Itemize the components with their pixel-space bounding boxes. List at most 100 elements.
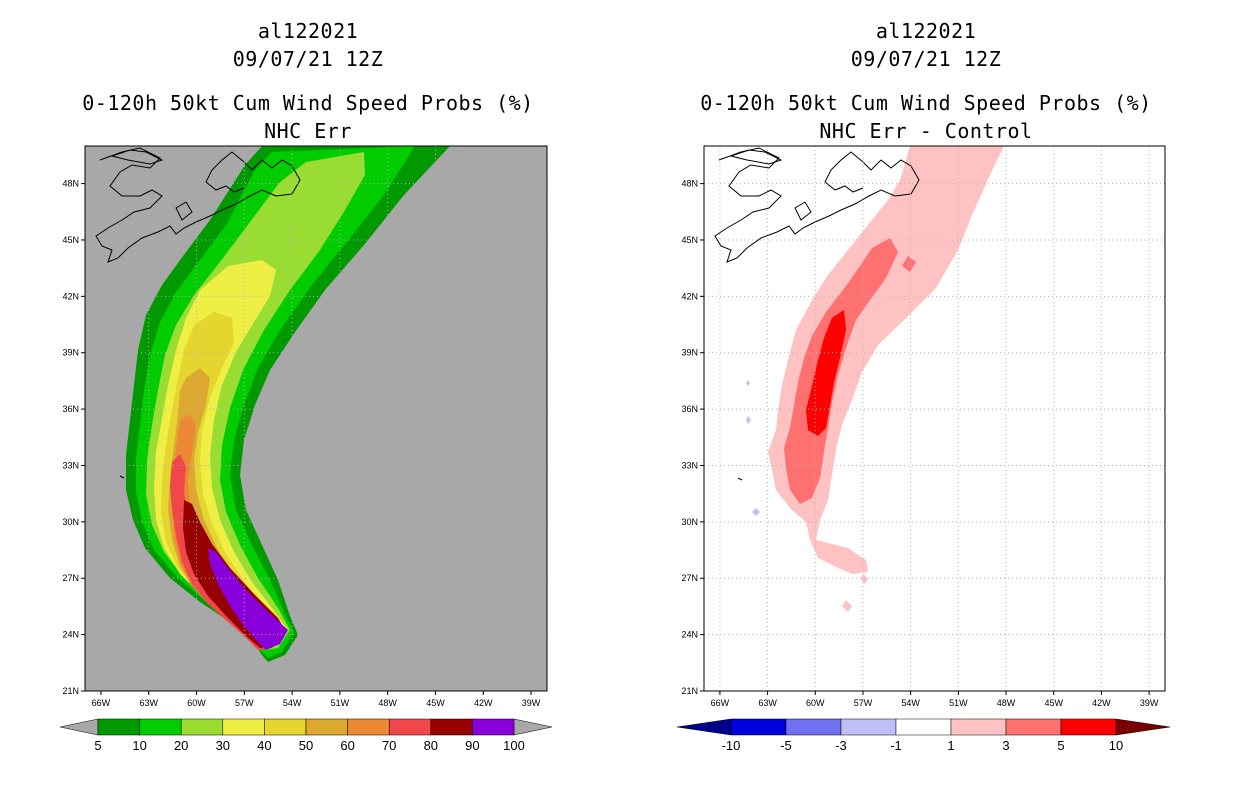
left-xtick-label-5: 51W xyxy=(331,698,350,708)
left-storm-id: al122021 xyxy=(257,19,359,43)
left-colorbar-cell-9 xyxy=(472,718,515,736)
left-ytick-label-2: 42N xyxy=(62,291,79,301)
diff-band-5 xyxy=(806,310,846,436)
left-colorbar-cell-1 xyxy=(139,718,182,736)
left-colorbar-label-6: 60 xyxy=(340,738,354,753)
left-colorbar-cell-7 xyxy=(388,718,432,736)
left-colorbar-cell-3 xyxy=(222,718,265,736)
left-colorbar-label-7: 70 xyxy=(382,738,396,753)
left-colorbar-label-2: 20 xyxy=(174,738,188,753)
right-coastline-islands xyxy=(729,149,812,481)
right-map-panel: 66W 63W 60W 57W 54W 51W 48W 45W 42W 39W 48N 45N 42N 3… xyxy=(681,145,1166,708)
right-datetime: 09/07/21 12Z xyxy=(850,47,1002,71)
left-grid xyxy=(85,146,547,691)
left-colorbar-label-8: 80 xyxy=(424,738,438,753)
left-ytick-label-9: 21N xyxy=(62,686,79,696)
right-ytick-label-9: 21N xyxy=(681,686,698,696)
right-colorbar-cell-3 xyxy=(895,718,952,736)
left-ytick-label-0: 48N xyxy=(62,179,79,189)
diff-patch-b xyxy=(902,256,916,272)
left-ytick-label-4: 36N xyxy=(62,404,79,414)
left-colorbar-low-arrow xyxy=(59,718,99,736)
right-chart-subtitle: NHC Err - Control xyxy=(819,119,1033,143)
left-ytick-label-1: 45N xyxy=(62,235,79,245)
right-storm-id: al122021 xyxy=(875,19,977,43)
right-colorbar: -10 -5 -3 -1 1 3 5 10 xyxy=(676,718,1171,753)
left-colorbar-cell-4 xyxy=(264,718,307,736)
left-chart-subtitle: NHC Err xyxy=(264,119,352,143)
left-datetime: 09/07/21 12Z xyxy=(232,47,384,71)
right-colorbar-label-7: 10 xyxy=(1109,738,1123,753)
right-ytick-label-2: 42N xyxy=(681,291,698,301)
right-xtick-label-9: 39W xyxy=(1140,698,1159,708)
right-chart-title: 0-120h 50kt Cum Wind Speed Probs (%) xyxy=(700,91,1152,115)
left-xtick-label-7: 45W xyxy=(426,698,445,708)
right-map-border xyxy=(703,145,1166,692)
right-xtick-label-7: 45W xyxy=(1044,698,1063,708)
left-colorbar-label-4: 40 xyxy=(257,738,271,753)
right-ytick-label-4: 36N xyxy=(681,404,698,414)
right-colorbar-cell-1 xyxy=(785,718,842,736)
right-coastline xyxy=(714,147,920,263)
right-colorbar-label-4: 1 xyxy=(947,738,954,753)
right-colorbar-label-3: -1 xyxy=(890,738,902,753)
diff-patch-d xyxy=(860,574,868,584)
left-colorbar-cell-5 xyxy=(305,718,348,736)
left-xtick-label-2: 60W xyxy=(187,698,206,708)
right-colorbar-label-0: -10 xyxy=(722,738,741,753)
left-xtick-label-9: 39W xyxy=(522,698,541,708)
left-axis-ticks: 66W 63W 60W 57W 54W 51W 48W 45W 42W 39W 48N 45N 42N 3… xyxy=(62,179,540,708)
left-colorbar-cell-2 xyxy=(180,718,224,736)
left-xtick-label-6: 48W xyxy=(378,698,397,708)
right-grid xyxy=(704,146,1165,691)
left-colorbar-cell-6 xyxy=(347,718,390,736)
right-colorbar-cell-6 xyxy=(1060,718,1117,736)
right-xtick-label-2: 60W xyxy=(806,698,825,708)
diff-patch-c xyxy=(842,600,852,612)
right-colorbar-high-arrow xyxy=(1115,718,1171,736)
left-colorbar-label-3: 30 xyxy=(216,738,230,753)
left-coastline xyxy=(95,147,301,263)
right-xtick-label-3: 57W xyxy=(854,698,873,708)
left-coastline-islands xyxy=(110,149,193,479)
left-xtick-label-0: 66W xyxy=(92,698,111,708)
right-colorbar-label-2: -3 xyxy=(835,738,847,753)
right-colorbar-low-arrow xyxy=(676,718,732,736)
left-xtick-label-3: 57W xyxy=(235,698,254,708)
right-colorbar-label-1: -5 xyxy=(780,738,792,753)
diff-patch-neg-a xyxy=(752,508,760,516)
left-map-border xyxy=(84,145,548,692)
right-ytick-label-5: 33N xyxy=(681,460,698,470)
diff-band-1 xyxy=(768,146,1004,574)
diff-band-3 xyxy=(784,238,898,504)
left-colorbar-label-0: 5 xyxy=(94,738,101,753)
right-xtick-label-4: 54W xyxy=(901,698,920,708)
right-axis-ticks: 66W 63W 60W 57W 54W 51W 48W 45W 42W 39W 48N 45N 42N 3… xyxy=(681,179,1158,708)
right-colorbar-cell-4 xyxy=(950,718,1007,736)
right-colorbar-cell-2 xyxy=(840,718,897,736)
left-xtick-label-1: 63W xyxy=(139,698,158,708)
diff-patch-a xyxy=(880,246,892,268)
right-xtick-label-8: 42W xyxy=(1092,698,1111,708)
right-colorbar-label-5: 3 xyxy=(1002,738,1009,753)
left-xtick-label-8: 42W xyxy=(474,698,493,708)
left-chart-title: 0-120h 50kt Cum Wind Speed Probs (%) xyxy=(82,91,534,115)
right-ytick-label-1: 45N xyxy=(681,235,698,245)
right-xtick-label-6: 48W xyxy=(997,698,1016,708)
right-ytick-label-8: 24N xyxy=(681,630,698,640)
left-ytick-label-7: 27N xyxy=(62,573,79,583)
left-xtick-label-4: 54W xyxy=(283,698,302,708)
right-xtick-label-0: 66W xyxy=(711,698,730,708)
left-colorbar-label-9: 90 xyxy=(465,738,479,753)
right-ytick-label-7: 27N xyxy=(681,573,698,583)
left-ytick-label-8: 24N xyxy=(62,630,79,640)
left-map-panel: 66W 63W 60W 57W 54W 51W 48W 45W 42W 39W 48N 45N 42N 3… xyxy=(62,145,548,708)
left-colorbar-label-1: 10 xyxy=(132,738,146,753)
left-colorbar-cell-0 xyxy=(97,718,140,736)
right-colorbar-cell-0 xyxy=(730,718,787,736)
prob-band-90 xyxy=(208,548,288,650)
diff-patch-neg-b xyxy=(746,416,751,424)
diff-patch-neg-c xyxy=(746,380,750,386)
left-colorbar-cell-8 xyxy=(430,718,473,736)
